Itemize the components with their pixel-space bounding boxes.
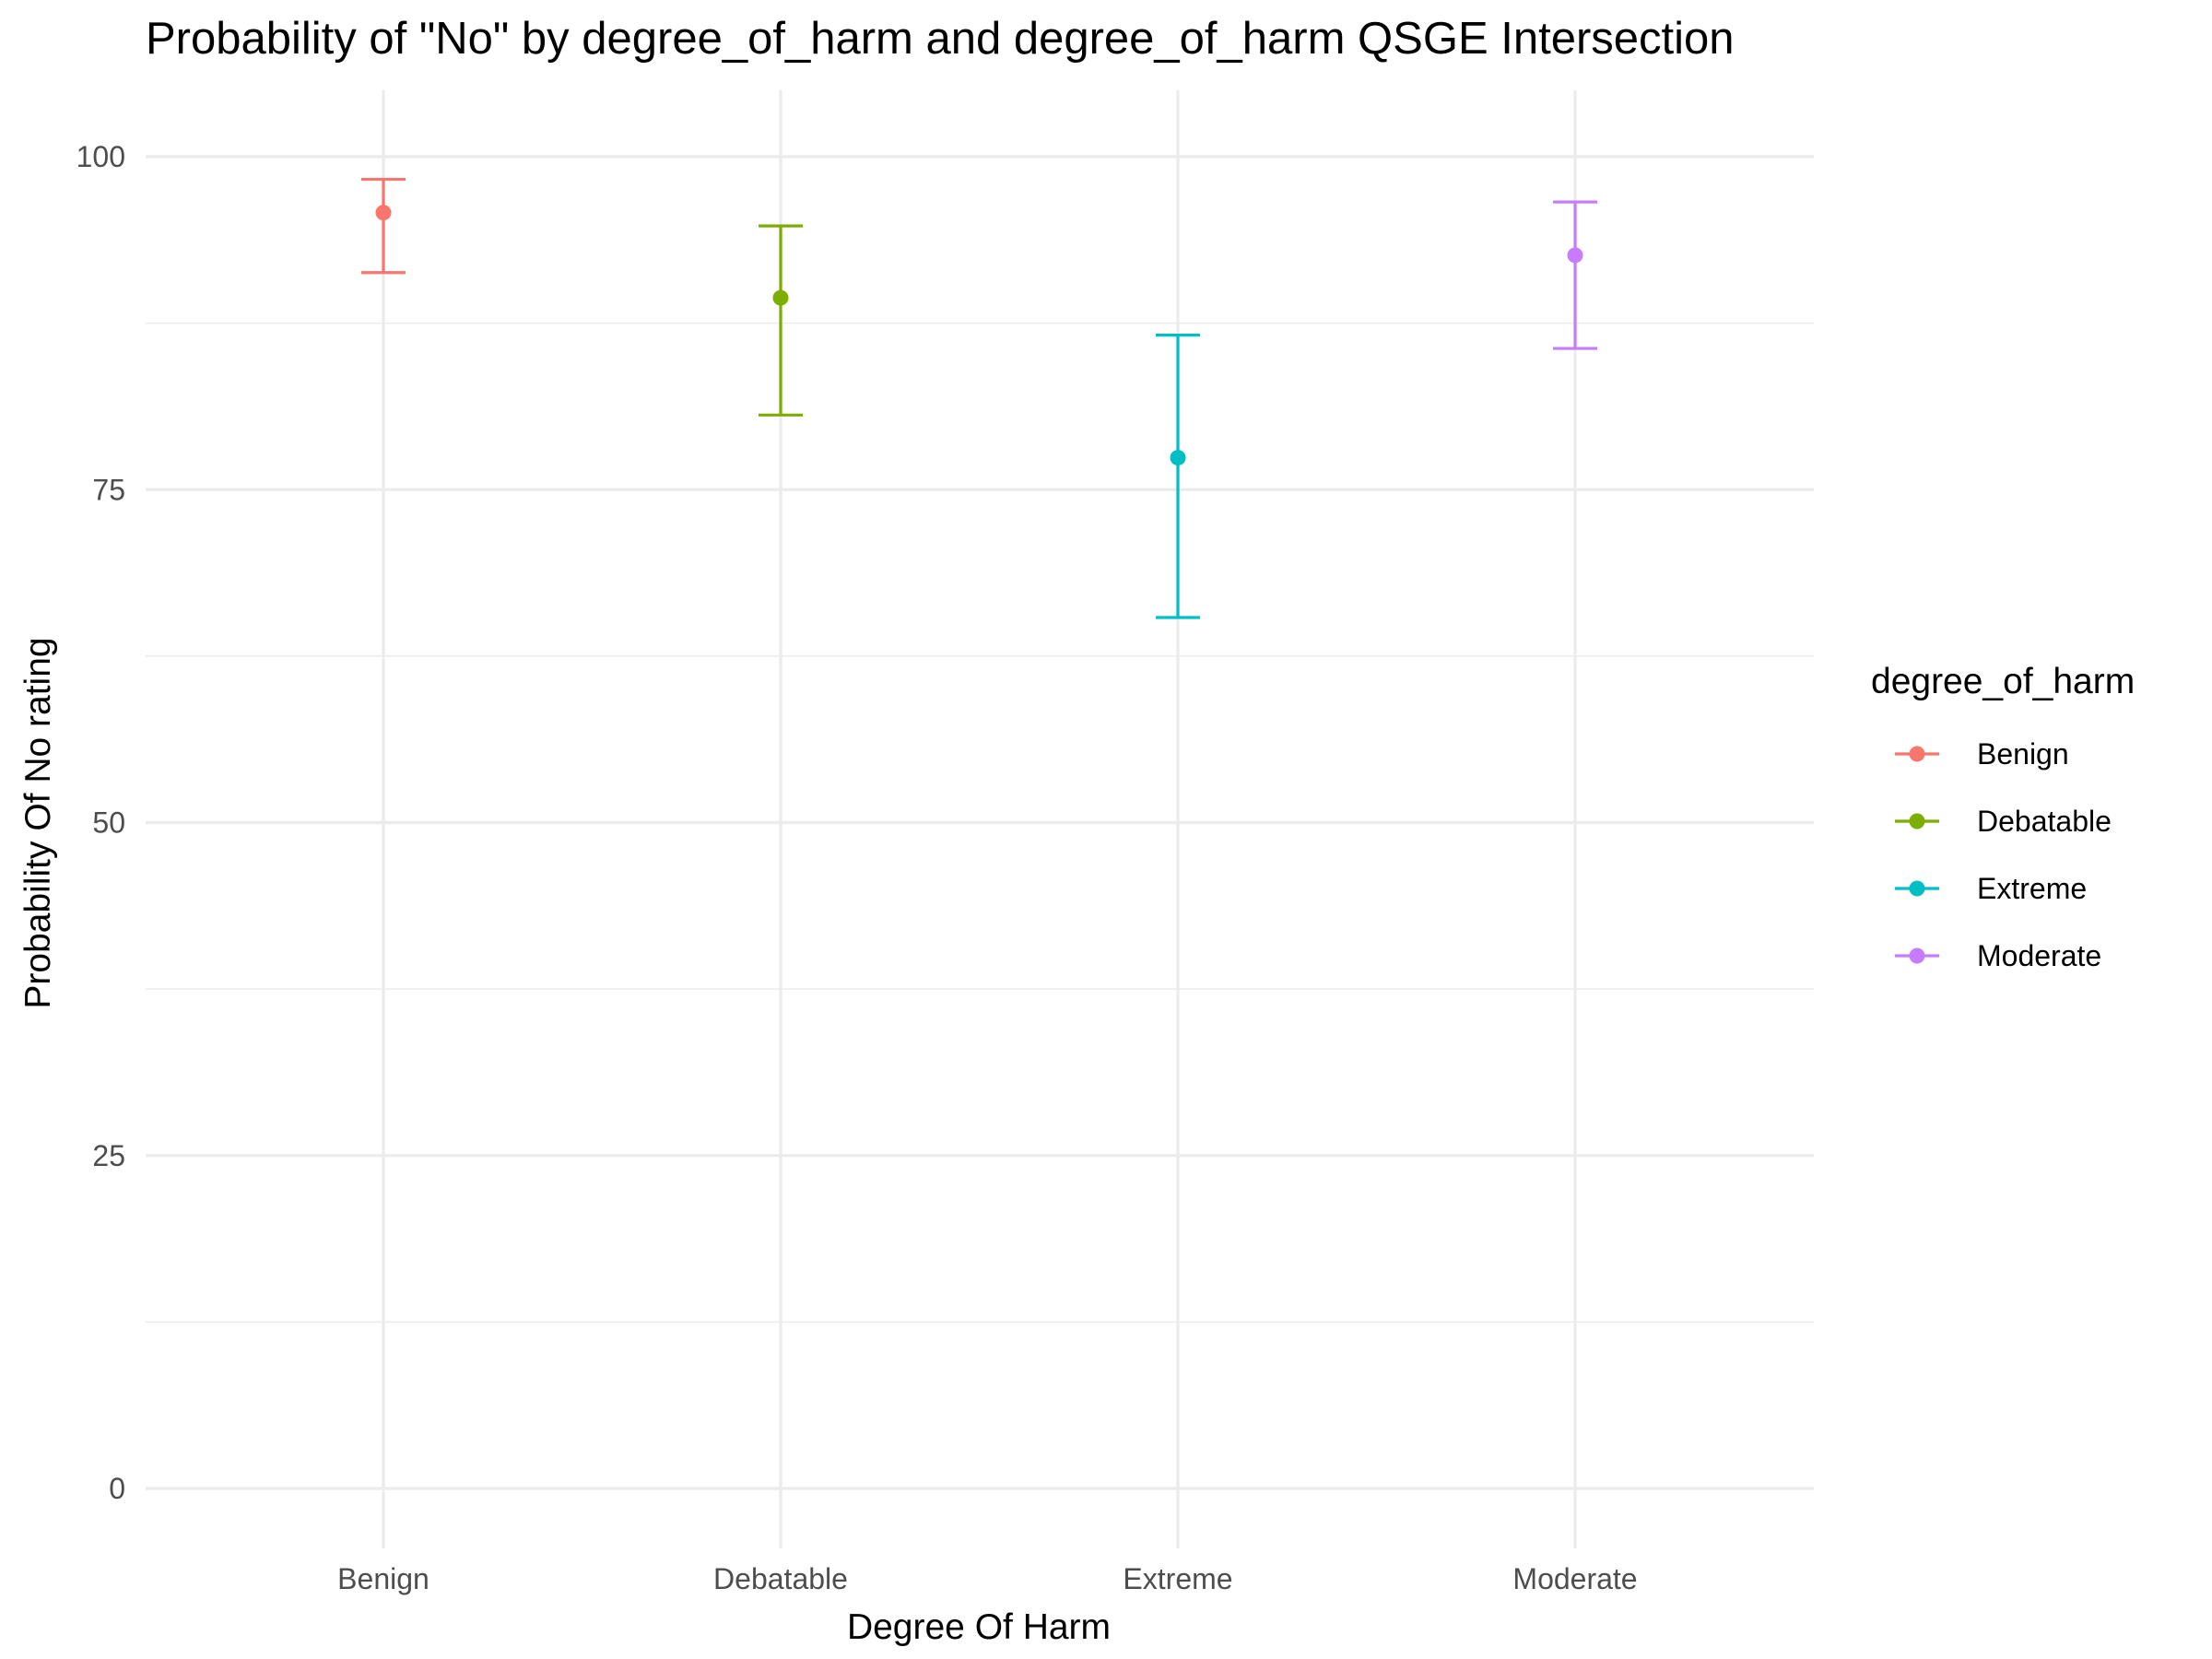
legend: degree_of_harm Benign Debatable Extreme Mod… — [1871, 662, 2135, 972]
y-tick-label: 25 — [92, 1139, 125, 1172]
chart-title: Probability of "No" by degree_of_harm an… — [146, 14, 1735, 64]
legend-label: Benign — [1977, 737, 2069, 771]
y-axis-ticks: 0 25 50 75 100 — [76, 140, 125, 1505]
errorbar-benign — [361, 177, 406, 275]
legend-item-moderate: Moderate — [1895, 939, 2101, 972]
errorbar-moderate — [1553, 200, 1597, 350]
x-tick-label: Benign — [337, 1562, 429, 1595]
legend-label: Debatable — [1977, 805, 2112, 838]
legend-label: Moderate — [1977, 939, 2101, 972]
legend-item-debatable: Debatable — [1895, 805, 2112, 838]
x-axis-title: Degree Of Harm — [847, 1607, 1111, 1647]
data-marks — [361, 177, 1597, 619]
legend-key-point — [1909, 813, 1925, 830]
data-point-benign — [375, 205, 392, 221]
data-point-moderate — [1567, 247, 1583, 264]
data-point-extreme — [1170, 450, 1186, 466]
y-tick-label: 75 — [92, 473, 125, 506]
y-tick-label: 50 — [92, 806, 125, 840]
legend-label: Extreme — [1977, 872, 2087, 905]
legend-title: degree_of_harm — [1871, 662, 2135, 701]
errorbar-debatable — [759, 224, 803, 417]
legend-key-point — [1909, 746, 1925, 762]
x-axis-ticks: Benign Debatable Extreme Moderate — [337, 1562, 1637, 1595]
x-tick-label: Extreme — [1123, 1562, 1232, 1595]
legend-key-point — [1909, 947, 1925, 964]
errorbar-extreme — [1156, 334, 1200, 619]
legend-item-extreme: Extreme — [1895, 872, 2087, 905]
data-point-debatable — [772, 289, 789, 306]
legend-item-benign: Benign — [1895, 737, 2069, 771]
x-tick-label: Moderate — [1512, 1562, 1637, 1595]
legend-key-point — [1909, 880, 1925, 897]
x-tick-label: Debatable — [713, 1562, 848, 1595]
y-axis-title: Probability Of No rating — [18, 637, 58, 1008]
y-tick-label: 0 — [109, 1472, 125, 1505]
y-tick-label: 100 — [76, 140, 125, 173]
